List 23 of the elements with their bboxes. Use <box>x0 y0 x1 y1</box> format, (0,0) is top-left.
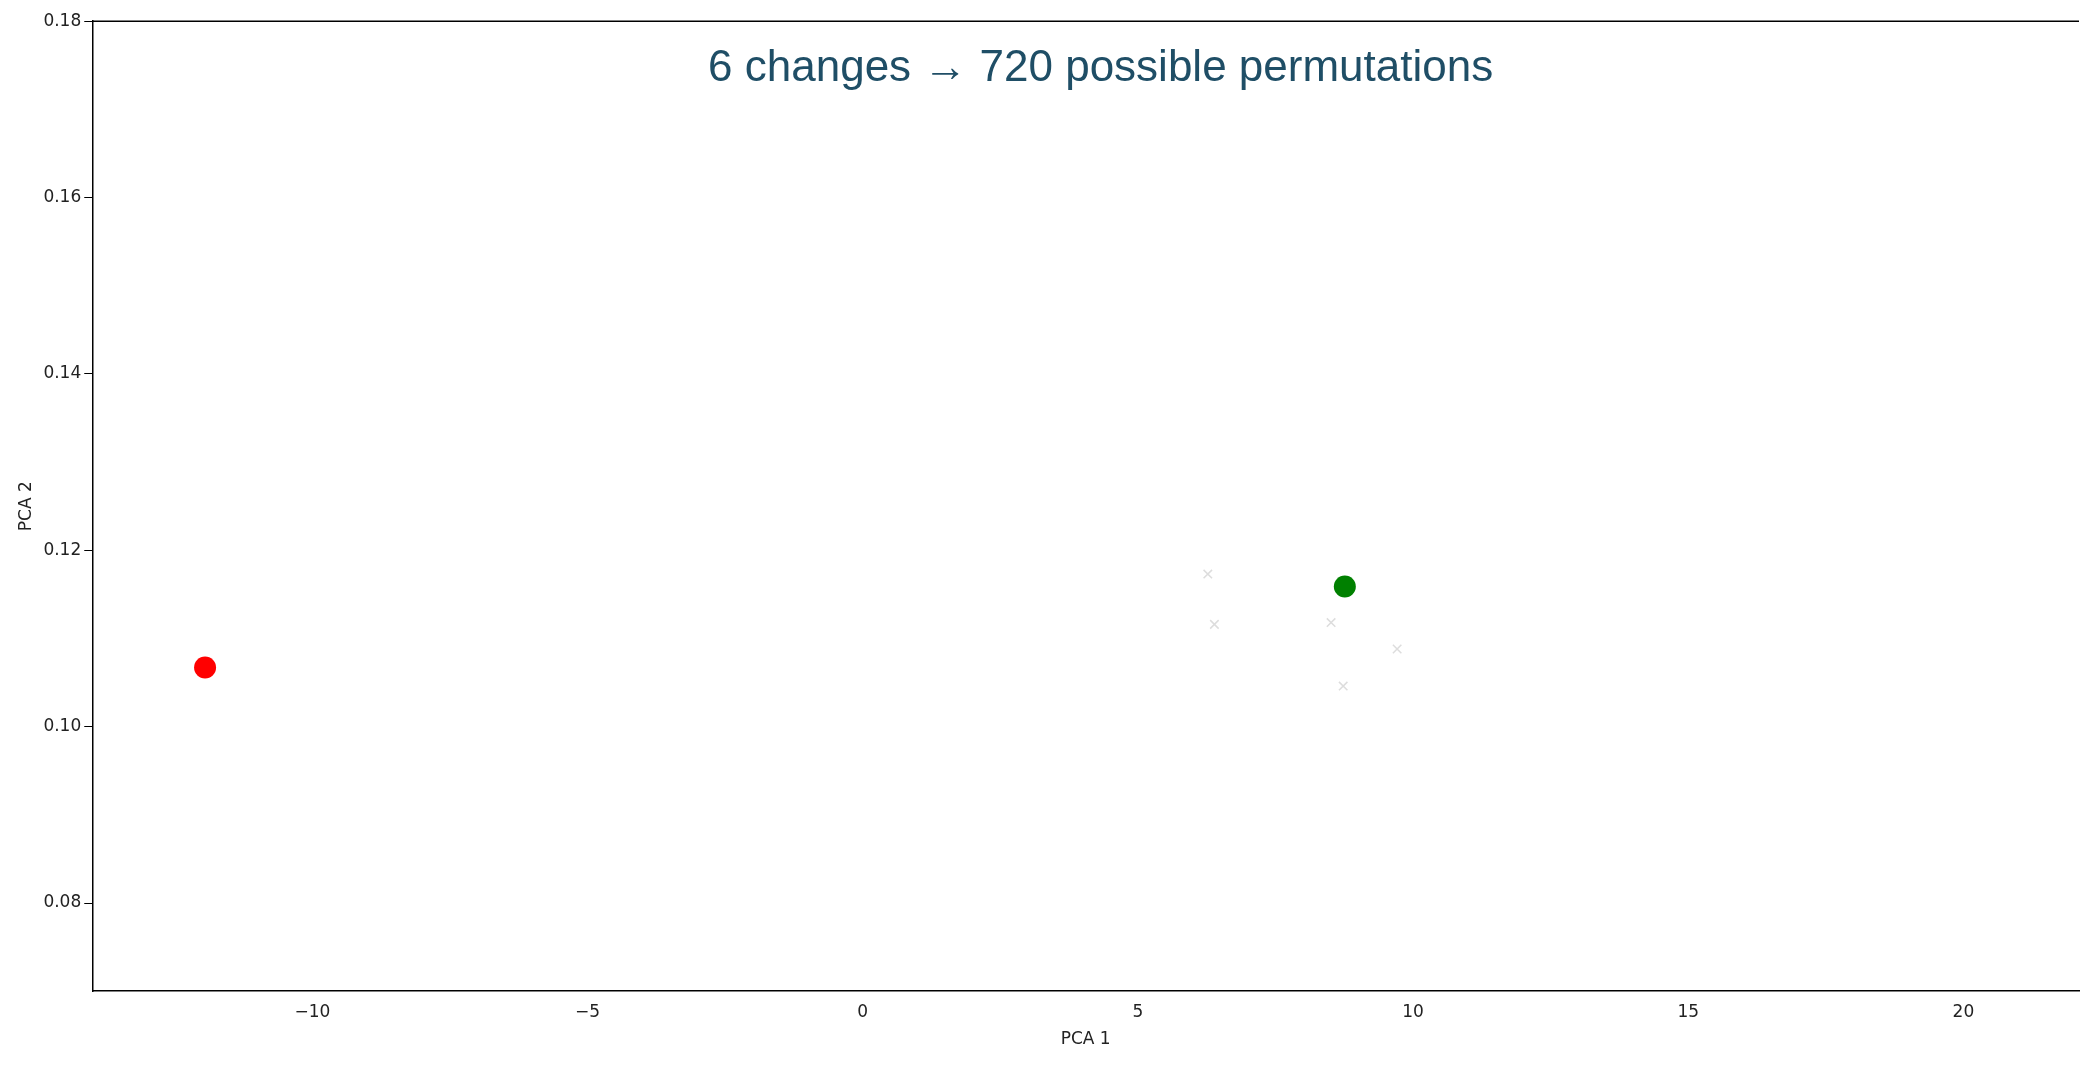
y-tick-label: 0.16 <box>43 185 82 206</box>
x-tick-label: 15 <box>1677 1000 1700 1021</box>
point <box>1392 644 1403 655</box>
point <box>1338 681 1349 692</box>
point <box>1326 617 1337 628</box>
y-axis-title: PCA 2 <box>14 481 35 532</box>
text: 6 changes → 720 possible permutations <box>708 41 1494 91</box>
point <box>194 656 217 679</box>
point <box>1202 569 1213 580</box>
point <box>1209 619 1220 630</box>
y-tick-label: 0.18 <box>43 9 82 30</box>
point <box>1333 575 1356 598</box>
x-tick-label: 20 <box>1952 1000 1975 1021</box>
x-tick-label: −10 <box>294 1000 331 1021</box>
x-axis-title: PCA 1 <box>1060 1028 1111 1049</box>
y-tick-label: 0.10 <box>43 715 82 736</box>
x-tick-label: −5 <box>575 1000 601 1021</box>
x-tick-label: 0 <box>857 1000 869 1021</box>
y-tick-label: 0.14 <box>43 362 82 383</box>
y-tick-label: 0.12 <box>43 538 82 559</box>
y-tick-label: 0.08 <box>43 891 82 912</box>
x-tick-label: 5 <box>1132 1000 1144 1021</box>
x-tick-label: 10 <box>1402 1000 1424 1021</box>
